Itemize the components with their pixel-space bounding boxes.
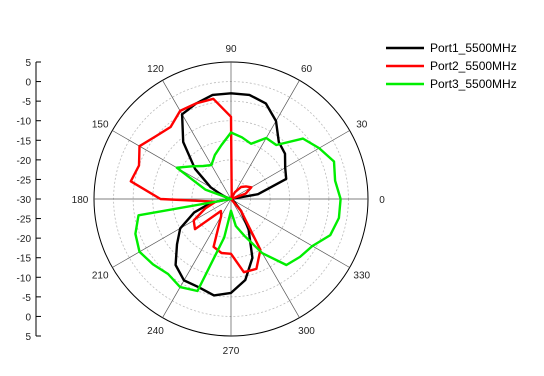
series-lines bbox=[129, 92, 342, 297]
angle-tick-label: 240 bbox=[147, 326, 164, 337]
angle-tick-label: 0 bbox=[379, 195, 385, 206]
radial-tick-label: 5 bbox=[25, 58, 31, 69]
spoke-line bbox=[230, 198, 300, 318]
angle-tick-label: 60 bbox=[301, 64, 313, 75]
angle-tick-label: 90 bbox=[225, 44, 237, 55]
radial-axis: 5 0 -5 -10 -15 -20 -25 -30 -25 -20 -15 -10 -5 0 5 bbox=[17, 58, 41, 343]
angle-tick-label: 150 bbox=[92, 120, 109, 131]
spoke-line bbox=[162, 80, 232, 200]
spoke-line bbox=[230, 198, 350, 268]
angle-tick-label: 270 bbox=[223, 346, 240, 357]
legend-label: Port1_5500MHz bbox=[430, 41, 517, 55]
angle-tick-label: 210 bbox=[92, 271, 109, 282]
radial-tick-label: -25 bbox=[17, 175, 32, 186]
radial-tick-label: -30 bbox=[17, 195, 32, 206]
spoke-line bbox=[230, 80, 300, 200]
series-line-3 bbox=[134, 131, 342, 293]
spoke-line bbox=[112, 198, 232, 268]
radial-tick-label: -10 bbox=[17, 117, 32, 128]
radial-tick-label: -15 bbox=[17, 254, 32, 265]
radial-tick-label: -20 bbox=[17, 234, 32, 245]
angle-tick-label: 300 bbox=[298, 326, 315, 337]
legend: Port1_5500MHz Port2_5500MHz Port3_5500MHz bbox=[386, 41, 517, 91]
radial-tick-label: -25 bbox=[17, 215, 32, 226]
radial-tick-label: 0 bbox=[25, 312, 31, 323]
angle-tick-label: 120 bbox=[147, 64, 164, 75]
angle-tick-label: 330 bbox=[353, 271, 370, 282]
radial-tick-label: 0 bbox=[25, 78, 31, 89]
series-line-2 bbox=[129, 97, 262, 274]
legend-label: Port3_5500MHz bbox=[430, 77, 517, 91]
legend-label: Port2_5500MHz bbox=[430, 59, 517, 73]
radial-tick-label: -5 bbox=[22, 97, 31, 108]
angle-labels: 0 30 60 90 120 150 180 210 240 270 300 330 bbox=[72, 44, 386, 357]
radial-tick-label: -5 bbox=[22, 293, 31, 304]
angle-tick-label: 180 bbox=[72, 195, 89, 206]
radial-tick-label: -20 bbox=[17, 156, 32, 167]
radial-tick-label: -15 bbox=[17, 136, 32, 147]
angle-tick-label: 30 bbox=[356, 120, 368, 131]
radial-tick-label: -10 bbox=[17, 273, 32, 284]
radial-tick-label: 5 bbox=[25, 332, 31, 343]
